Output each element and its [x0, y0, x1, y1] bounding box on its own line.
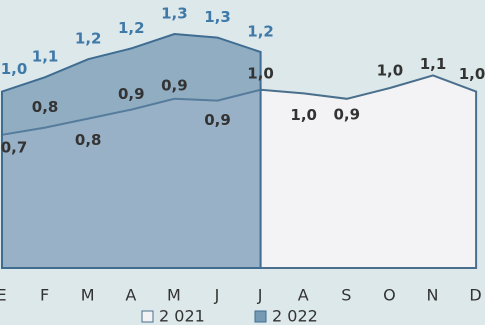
- value-label: 1,2: [247, 23, 274, 41]
- x-tick-label: A: [125, 286, 137, 305]
- x-tick-label: J: [257, 286, 264, 305]
- value-label: 1,0: [1, 60, 28, 78]
- legend-label: 2 022: [272, 307, 318, 325]
- value-label: 0,9: [161, 76, 188, 94]
- value-label: 1,1: [420, 55, 447, 73]
- value-label: 1,0: [247, 64, 274, 82]
- x-tick-label: M: [167, 286, 182, 305]
- x-tick-label: S: [341, 286, 352, 305]
- legend-swatch: [254, 310, 267, 323]
- x-tick-label: D: [469, 286, 482, 305]
- x-tick-label: J: [214, 286, 221, 305]
- value-label: 1,3: [161, 5, 188, 23]
- value-label: 0,9: [204, 111, 231, 129]
- area-fill: [1, 32, 262, 269]
- x-tick-label: O: [383, 286, 397, 305]
- x-tick-label: N: [427, 286, 440, 305]
- x-tick-label: A: [298, 286, 310, 305]
- x-tick-label: F: [40, 286, 50, 305]
- legend-swatch: [141, 310, 154, 323]
- x-tick-label: E: [0, 286, 8, 305]
- value-label: 1,0: [377, 62, 404, 80]
- value-label: 0,9: [334, 105, 361, 123]
- value-label: 1,0: [290, 106, 317, 124]
- value-label: 0,8: [75, 131, 102, 149]
- value-label: 1,2: [118, 19, 145, 37]
- legend-label: 2 021: [159, 307, 205, 325]
- x-tick-label: M: [81, 286, 96, 305]
- value-label: 1,2: [75, 30, 102, 48]
- value-label: 1,3: [204, 8, 231, 26]
- value-label: 0,7: [1, 138, 28, 156]
- value-label: 0,8: [32, 98, 59, 116]
- value-label: 1,0: [459, 65, 485, 83]
- value-label: 1,1: [32, 48, 59, 66]
- value-label: 0,9: [118, 85, 145, 103]
